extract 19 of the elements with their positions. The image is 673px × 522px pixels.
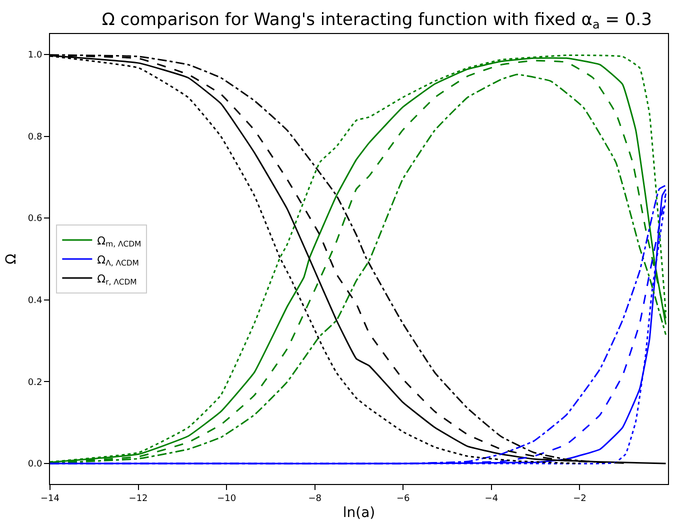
chart-title: Ω comparison for Wang's interacting function with fixed α$_{a}$ = 0.3 [102,10,652,32]
y-tick-label: 0.6 [28,214,42,224]
y-tick-label: 1.0 [28,50,42,61]
y-tick-label: 0.2 [28,378,42,388]
y-tick-label: 0.8 [28,132,42,142]
x-tick-label: −10 [217,494,236,504]
legend-label: Ω$_{Λ, ΛCDM}$ [97,253,139,268]
x-tick-label: −2 [573,494,586,504]
x-axis-title: ln(a) [342,505,376,522]
x-tick-label: −6 [396,494,410,504]
x-tick-label: −4 [484,494,498,504]
legend-label: Ω$_{r, ΛCDM}$ [97,272,137,287]
x-tick-label: −14 [40,494,60,504]
x-tick-label: −8 [308,494,322,504]
y-tick-label: 0.4 [28,296,42,306]
y-axis-title: Ω [3,253,20,264]
legend-label: Ω$_{m, ΛCDM}$ [97,234,142,249]
y-tick-label: 0.0 [28,460,42,470]
x-tick-label: −12 [128,494,148,504]
